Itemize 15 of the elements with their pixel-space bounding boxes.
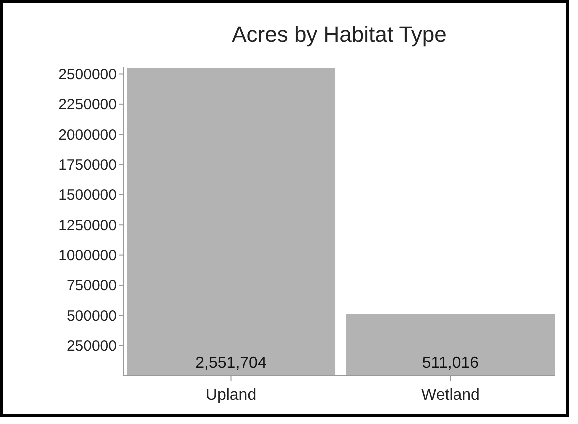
y-tick-label: 2000000 bbox=[58, 126, 117, 144]
data-label: 511,016 bbox=[422, 355, 480, 372]
y-tick-label: 1250000 bbox=[58, 217, 117, 234]
y-tick-label: 2500000 bbox=[58, 66, 117, 84]
y-tick-label: 500000 bbox=[66, 308, 117, 325]
x-tick-label: Wetland bbox=[422, 387, 480, 404]
y-tick-label: 1000000 bbox=[58, 248, 117, 265]
y-tick-label: 750000 bbox=[66, 278, 117, 295]
y-tick-label: 1750000 bbox=[58, 157, 117, 174]
y-tick-label: 1500000 bbox=[58, 187, 117, 204]
y-tick-label: 2250000 bbox=[58, 96, 117, 114]
data-label: 2,551,704 bbox=[196, 355, 267, 372]
y-tick-label: 250000 bbox=[66, 338, 117, 356]
chart-title: Acres by Habitat Type bbox=[232, 22, 447, 47]
x-tick-label: Upland bbox=[206, 387, 257, 404]
